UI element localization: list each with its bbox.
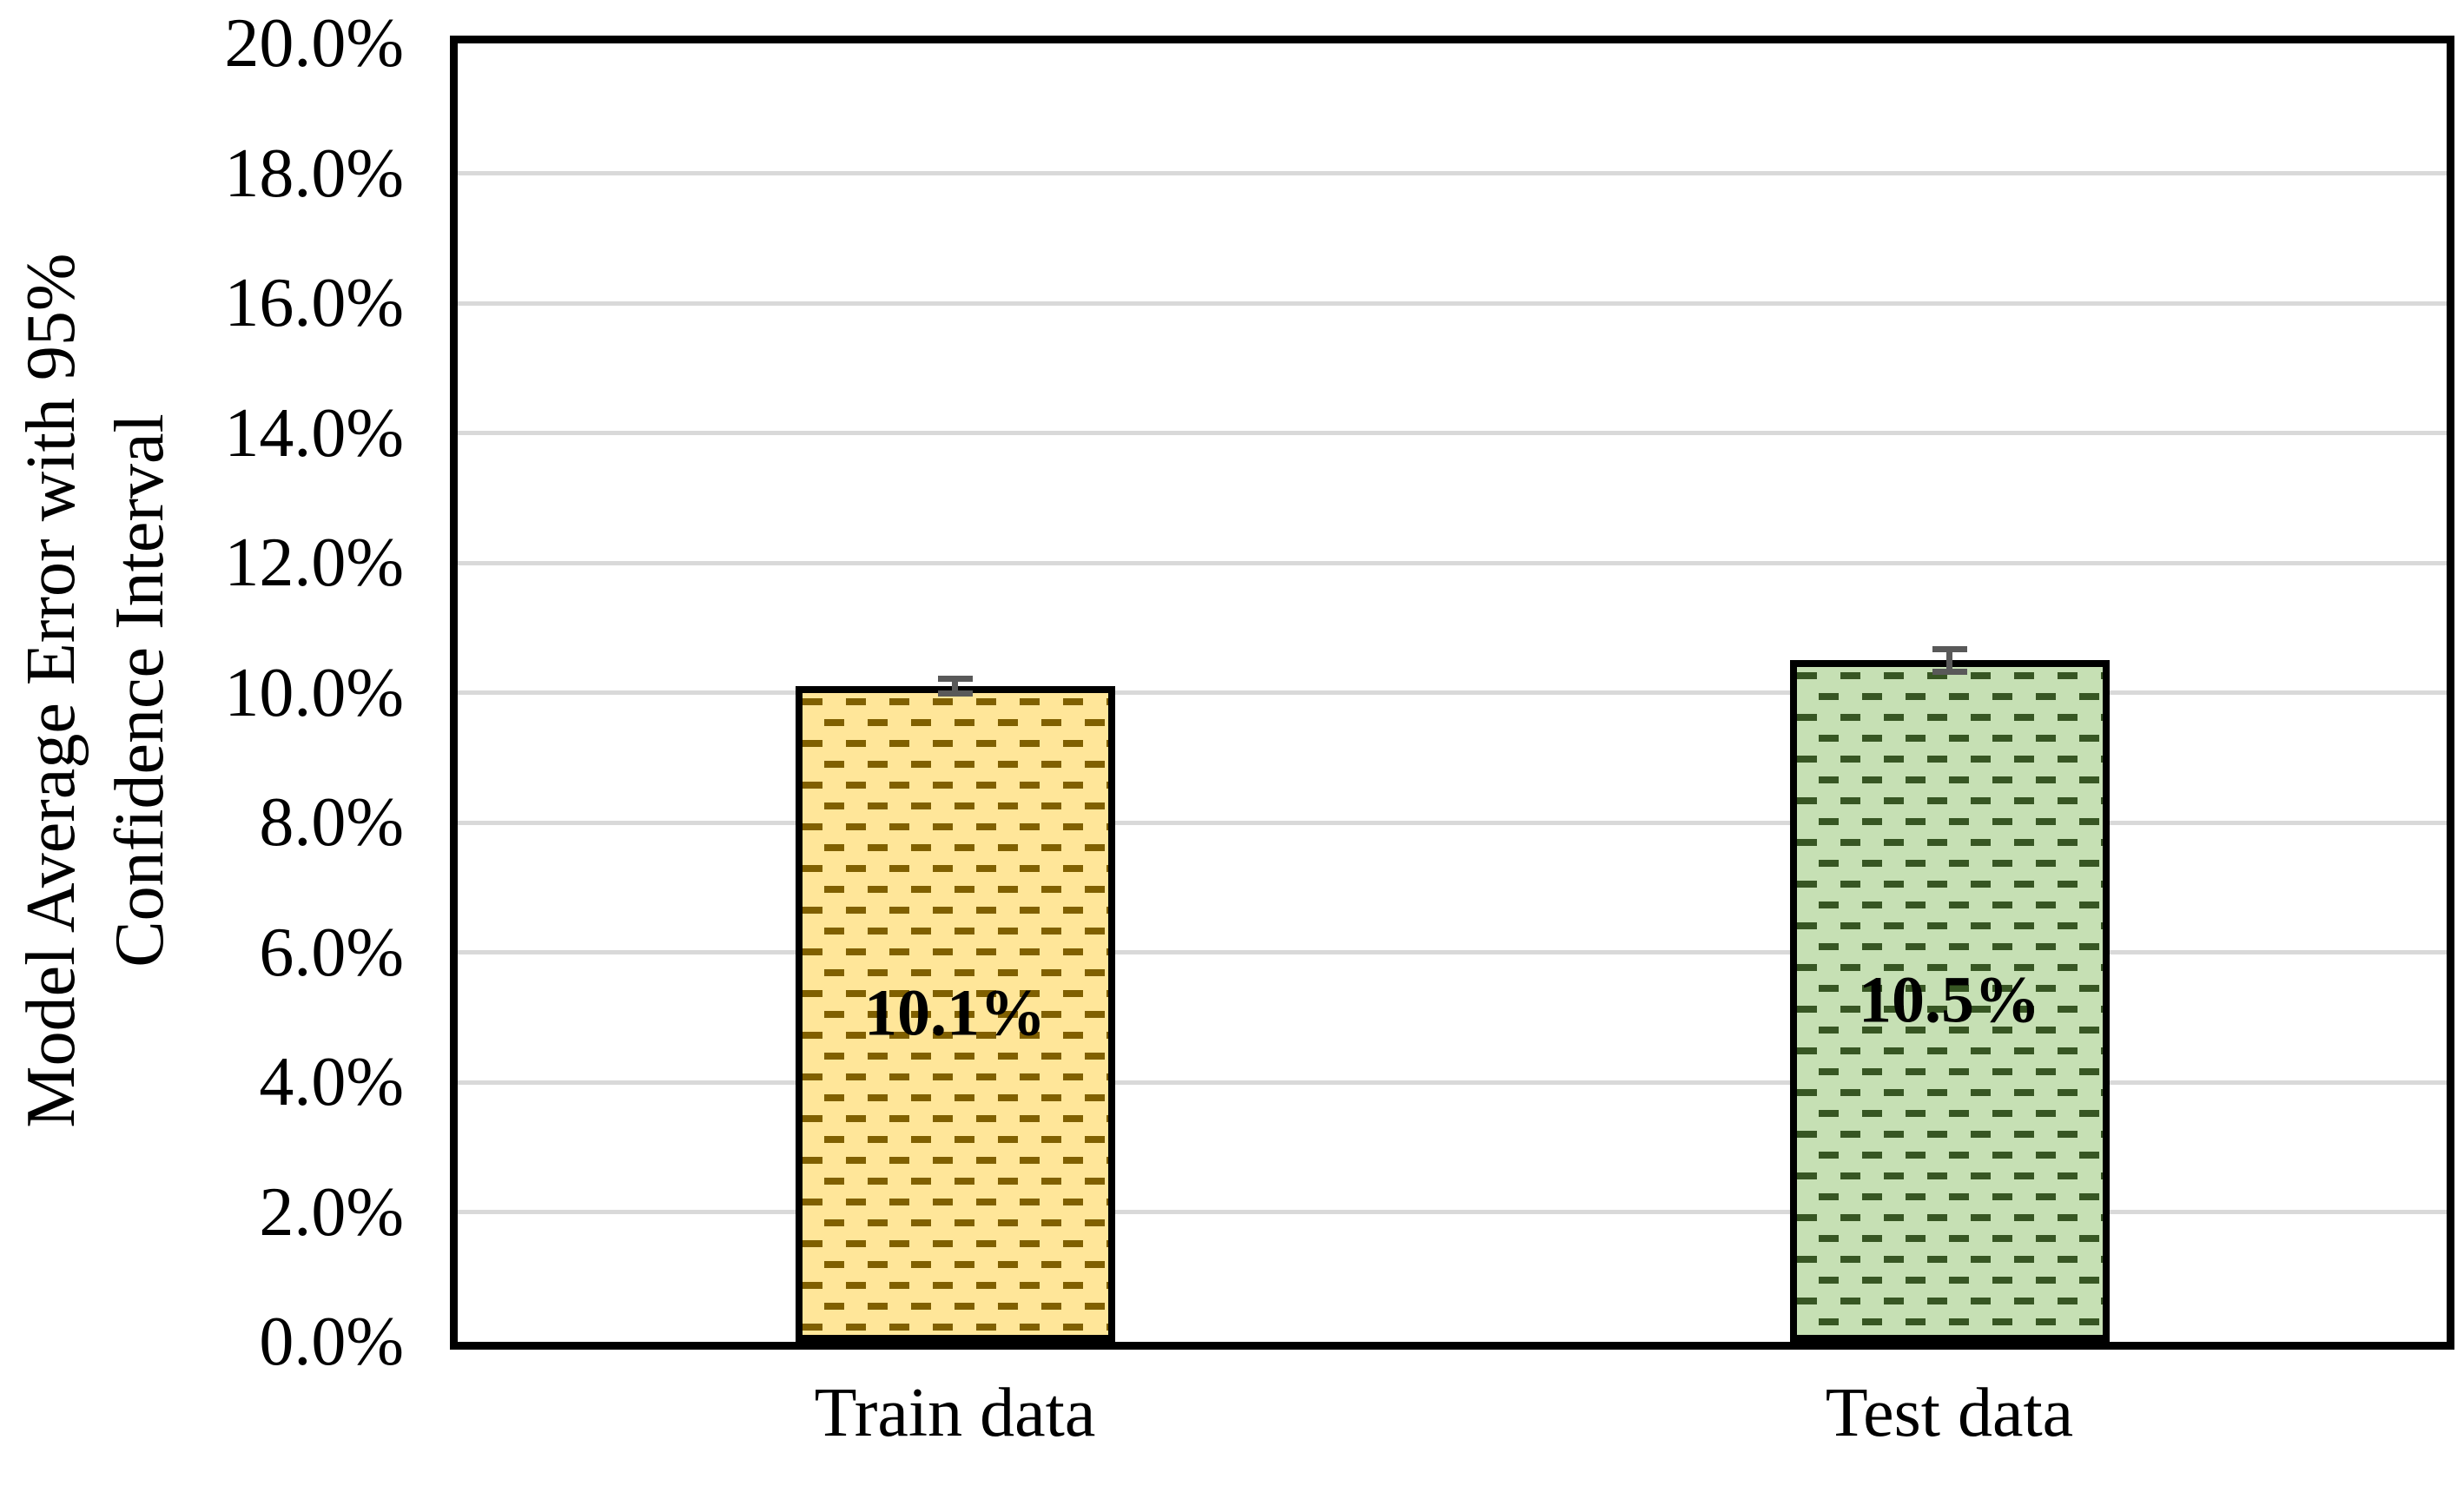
gridline (458, 1210, 2447, 1214)
bar-test-data: 10.5% (1789, 660, 2110, 1342)
error-bar-train-data (937, 676, 973, 697)
error-bar-line (952, 676, 958, 697)
gridline (458, 301, 2447, 306)
y-axis-tick-label: 2.0% (259, 1173, 404, 1251)
gridline (458, 950, 2447, 954)
y-axis-tick-label: 10.0% (224, 654, 404, 731)
y-axis-tick-label: 6.0% (259, 914, 404, 991)
y-axis-tick-label: 12.0% (224, 525, 404, 601)
gridline (458, 171, 2447, 175)
bar-pattern-test-data (1796, 667, 2103, 1335)
y-axis-tick-label: 4.0% (259, 1044, 404, 1120)
x-axis-label-train-data: Train data (814, 1375, 1096, 1451)
x-axis-label-test-data: Test data (1825, 1375, 2074, 1451)
y-axis-tick-label: 8.0% (259, 784, 404, 861)
error-bar-line (1946, 645, 1952, 675)
y-axis-tick-label: 0.0% (259, 1304, 404, 1380)
gridline (458, 1080, 2447, 1085)
bar-value-label: 10.5% (1859, 963, 2040, 1037)
gridline (458, 431, 2447, 435)
plot-area: 10.1% 10.5% (450, 36, 2454, 1350)
y-axis-tick-label: 18.0% (224, 135, 404, 212)
gridline (458, 820, 2447, 825)
plot-inner: 10.1% 10.5% (458, 43, 2447, 1342)
gridline (458, 560, 2447, 565)
bar-pattern-train-data (802, 693, 1108, 1335)
y-axis-tick-label: 16.0% (224, 265, 404, 341)
gridline (458, 690, 2447, 695)
y-axis-tick-label: 14.0% (224, 394, 404, 472)
y-axis-tick-label: 20.0% (224, 5, 404, 82)
bar-train-data: 10.1% (795, 686, 1115, 1342)
error-bar-test-data (1932, 645, 1967, 675)
bar-value-label: 10.1% (864, 975, 1046, 1049)
